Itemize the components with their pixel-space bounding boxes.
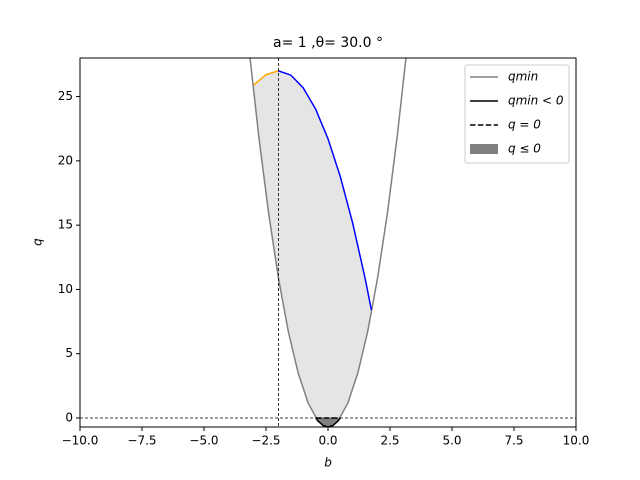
x-tick-label: 0.0 <box>318 434 337 448</box>
x-tick-label: −5.0 <box>189 434 218 448</box>
legend-swatch <box>470 144 498 154</box>
legend-label: qmin < 0 <box>508 94 564 108</box>
legend-label: q = 0 <box>508 118 541 132</box>
line <box>278 70 373 311</box>
plot-area <box>249 58 407 427</box>
legend-label: q ≤ 0 <box>508 142 541 156</box>
x-tick-label: 2.5 <box>380 434 399 448</box>
x-tick-label: 10.0 <box>563 434 590 448</box>
y-tick-label: 25 <box>58 89 73 103</box>
y-tick-label: 20 <box>58 153 73 167</box>
x-tick-label: −7.5 <box>127 434 156 448</box>
y-tick-label: 10 <box>58 282 73 296</box>
x-tick-label: −2.5 <box>251 434 280 448</box>
legend-label: qmin <box>508 70 538 84</box>
region-fill <box>253 70 372 427</box>
x-axis-label: b <box>324 456 332 470</box>
line <box>315 417 341 427</box>
y-tick-label: 5 <box>65 346 73 360</box>
line <box>249 58 407 427</box>
y-tick-label: 15 <box>58 218 73 232</box>
y-axis-label: q <box>31 238 45 246</box>
y-tick-label: 0 <box>65 411 73 425</box>
legend-box <box>464 64 570 164</box>
line <box>253 70 279 86</box>
x-tick-label: 5.0 <box>442 434 461 448</box>
fill-area <box>315 418 341 427</box>
x-tick-label: 7.5 <box>504 434 523 448</box>
chart-title: a= 1 ,θ= 30.0 ° <box>273 35 383 51</box>
x-tick-label: −10.0 <box>62 434 99 448</box>
